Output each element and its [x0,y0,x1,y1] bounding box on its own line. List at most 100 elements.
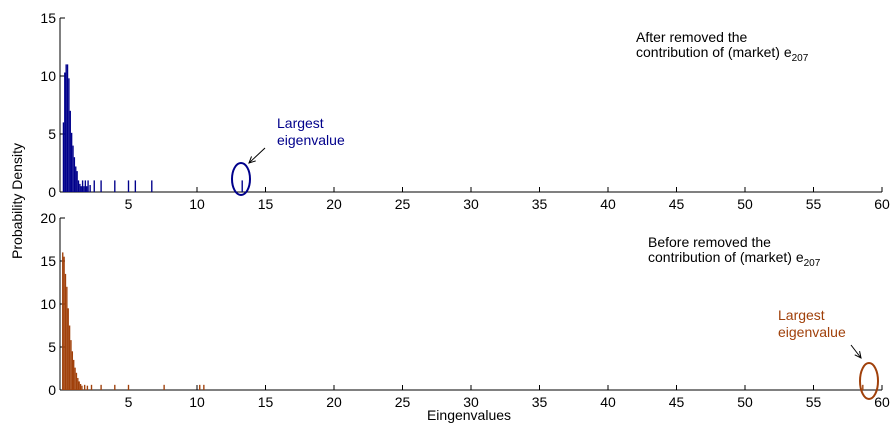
callout-arrow-line [850,344,862,359]
y-tick-label: 0 [48,184,56,200]
histogram-bar [86,385,89,390]
histogram-bar [78,381,80,390]
histogram-bar [62,252,64,390]
histogram-bar [83,186,85,192]
y-tick-label: 10 [40,68,56,84]
histogram-bar [114,180,116,192]
histogram-bar [77,180,80,192]
callout-label-line-2: eigenvalue [277,132,345,148]
histogram-bar [84,180,87,192]
histogram-bar [70,340,72,390]
histogram-bar [83,384,86,390]
histogram-bar [75,166,77,192]
callout-arrow-line [248,147,266,164]
histogram-bar [75,372,78,390]
histogram-bar [100,384,102,390]
histogram-bar [90,384,93,390]
histogram-bar [87,180,89,192]
x-tick-label: 25 [395,394,411,410]
x-tick-label: 55 [806,394,822,410]
y-tick-label: 10 [40,296,56,312]
x-tick-label: 45 [669,394,685,410]
y-tick-label: 15 [40,10,56,26]
histogram-bar [203,384,205,390]
histogram-bar [64,72,66,192]
histogram-bar [134,180,137,192]
histogram-bar [81,385,83,390]
x-tick-label: 35 [532,196,548,212]
x-tick-label: 10 [189,196,205,212]
histogram-bar [68,78,70,192]
histogram-bar [70,132,73,192]
y-tick-label: 20 [40,210,56,226]
x-tick-label: 30 [463,394,479,410]
histogram-bar [100,180,102,192]
histogram-bar [72,145,74,192]
x-tick-label: 20 [326,196,342,212]
y-tick-label: 5 [48,339,56,355]
callout-arrow-head [248,156,256,164]
histogram-bar [68,325,71,390]
annotation-line-2: contribution of (market) e207 [648,249,821,269]
largest-eigenvalue-ellipse [859,362,879,400]
histogram-bar [67,308,69,390]
x-tick-label: 15 [258,394,274,410]
histogram-bar [73,157,76,192]
x-axis-label: Eingenvalues [427,407,511,423]
x-tick-label: 10 [189,394,205,410]
histogram-bar [89,185,91,192]
histogram-bar [66,64,69,192]
histogram-bar [64,273,67,390]
y-axis-label: Probability Density [9,143,25,259]
histogram-bar [74,367,76,390]
y-tick-label: 15 [40,253,56,269]
callout-arrow-head [854,351,862,359]
histogram-bar [76,171,78,192]
x-tick-label: 40 [600,196,616,212]
annotation-line-1: After removed the [636,29,747,45]
x-tick-label: 45 [669,196,685,212]
histogram-bar [86,186,88,192]
callout-label-line-1: Largest [778,307,825,323]
bottom-panel: 0 5 10 15 20 5 10 15 20 25 30 35 40 45 50 55 60 Before re… [40,210,890,410]
histogram-bar [127,384,130,390]
callout-label-line-2: eigenvalue [778,324,846,340]
x-tick-label: 50 [737,394,753,410]
histogram-bar [151,180,153,192]
histogram-bar [127,180,130,192]
y-tick-label: 0 [48,382,56,398]
x-tick-label: 40 [600,394,616,410]
histogram-bar [79,183,81,192]
annotation-line-2: contribution of (market) e207 [636,44,809,64]
histogram-bar [199,384,201,390]
histogram-bar [79,383,82,390]
histogram-bar [163,384,165,390]
x-tick-label: 60 [874,394,890,410]
histogram-bar [63,256,65,390]
x-tick-label: 35 [532,394,548,410]
histogram-bar [66,286,68,390]
histogram-bar [241,180,243,192]
x-tick-label: 30 [463,196,479,212]
x-tick-label: 50 [737,196,753,212]
histogram-bar [62,122,65,192]
x-tick-label: 5 [125,196,133,212]
histogram-bar [80,186,82,192]
histogram-bar [862,384,864,390]
histogram-bar [69,110,71,192]
x-tick-label: 5 [125,394,133,410]
histogram-bar [65,64,67,192]
histogram-bar [93,180,95,192]
histogram-bar [77,377,79,390]
histogram-bar [114,384,116,390]
callout-label-line-1: Largest [277,115,324,131]
histogram-bar [71,351,74,390]
largest-eigenvalue-ellipse [231,162,251,196]
annotation-subscript: 207 [804,258,821,269]
x-tick-label: 55 [806,196,822,212]
x-tick-label: 20 [326,394,342,410]
top-panel: 0 5 10 15 5 10 15 20 25 30 35 40 45 50 55 60 After remov… [40,10,890,212]
x-tick-label: 60 [874,196,890,212]
annotation-subscript: 207 [792,53,809,64]
